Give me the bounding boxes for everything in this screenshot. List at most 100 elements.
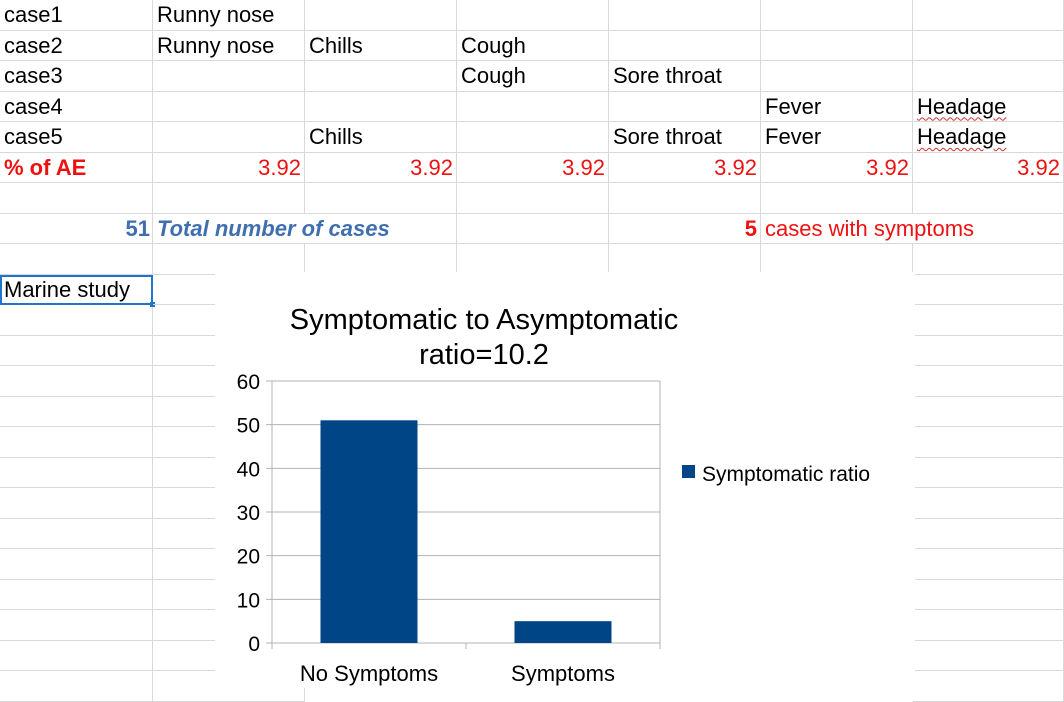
empty-cell[interactable] bbox=[609, 244, 761, 275]
cell-symptom[interactable] bbox=[305, 0, 457, 31]
empty-cell[interactable] bbox=[0, 396, 153, 427]
empty-cell[interactable] bbox=[0, 488, 153, 519]
empty-cell[interactable] bbox=[457, 213, 609, 244]
cell-symptom[interactable] bbox=[457, 0, 609, 31]
cell-case-label[interactable]: case5 bbox=[0, 122, 153, 153]
empty-cell[interactable] bbox=[305, 244, 457, 275]
empty-cell[interactable] bbox=[0, 457, 153, 488]
empty-cell[interactable] bbox=[457, 183, 609, 214]
cell-symptom[interactable]: Chills bbox=[305, 30, 457, 61]
y-tick-label: 20 bbox=[237, 546, 260, 569]
chart-axes bbox=[271, 381, 661, 649]
empty-cell[interactable] bbox=[0, 640, 153, 671]
cell-symptom[interactable]: Runny nose bbox=[153, 0, 305, 31]
cell-symptom[interactable] bbox=[761, 0, 913, 31]
cell-symptom[interactable] bbox=[609, 91, 761, 122]
empty-cell[interactable] bbox=[913, 549, 1064, 580]
cell-symptom[interactable] bbox=[609, 0, 761, 31]
cell-symptom[interactable] bbox=[761, 61, 913, 92]
empty-cell[interactable] bbox=[913, 457, 1064, 488]
empty-cell[interactable] bbox=[913, 518, 1064, 549]
cell-symptom[interactable]: Cough bbox=[457, 61, 609, 92]
empty-cell[interactable] bbox=[0, 244, 153, 275]
ae-percent-value[interactable]: 3.92 bbox=[913, 152, 1064, 183]
cell-symptom[interactable] bbox=[913, 61, 1064, 92]
cell-symptom[interactable]: Headage bbox=[913, 91, 1064, 122]
cell-symptom[interactable]: Sore throat bbox=[609, 122, 761, 153]
chart-title-line-1: Symptomatic to Asymptomatic bbox=[290, 304, 678, 336]
ae-percent-value[interactable]: 3.92 bbox=[457, 152, 609, 183]
cell-symptom[interactable] bbox=[305, 91, 457, 122]
cell-symptom[interactable]: Cough bbox=[457, 30, 609, 61]
cell-symptom[interactable]: Fever bbox=[761, 91, 913, 122]
empty-cell[interactable] bbox=[761, 244, 913, 275]
chart-legend: Symptomatic ratio bbox=[682, 463, 870, 486]
empty-cell[interactable] bbox=[0, 518, 153, 549]
cell-case-label[interactable]: case1 bbox=[0, 0, 153, 31]
cell-case-label[interactable]: case4 bbox=[0, 91, 153, 122]
empty-cell[interactable] bbox=[0, 183, 153, 214]
ae-row-label[interactable]: % of AE bbox=[0, 152, 153, 183]
cell-symptom[interactable]: Sore throat bbox=[609, 61, 761, 92]
cell-symptom[interactable] bbox=[153, 61, 305, 92]
empty-cell[interactable] bbox=[0, 335, 153, 366]
ae-percent-value[interactable]: 3.92 bbox=[305, 152, 457, 183]
cell-symptom[interactable] bbox=[609, 30, 761, 61]
fill-handle[interactable] bbox=[150, 302, 155, 307]
total-cases-count[interactable]: 51 bbox=[0, 214, 153, 244]
empty-cell[interactable] bbox=[457, 244, 609, 275]
cell-symptom[interactable] bbox=[153, 122, 305, 153]
empty-cell[interactable] bbox=[913, 427, 1064, 458]
empty-cell[interactable] bbox=[153, 244, 305, 275]
empty-cell[interactable] bbox=[0, 610, 153, 641]
cell-symptom[interactable] bbox=[305, 61, 457, 92]
cell-symptom[interactable] bbox=[913, 0, 1064, 31]
empty-cell[interactable] bbox=[913, 244, 1064, 275]
empty-cell[interactable] bbox=[913, 396, 1064, 427]
empty-cell[interactable] bbox=[0, 579, 153, 610]
bar-chart[interactable]: Symptomatic to Asymptomatic ratio=10.2 0… bbox=[215, 272, 915, 688]
total-cases-label[interactable]: Total number of cases bbox=[153, 213, 457, 244]
symptom-cases-label[interactable]: cases with symptoms bbox=[761, 213, 1064, 244]
empty-cell[interactable] bbox=[913, 488, 1064, 519]
empty-cell[interactable] bbox=[913, 305, 1064, 336]
y-tick-label: 10 bbox=[237, 589, 260, 612]
empty-cell[interactable] bbox=[0, 366, 153, 397]
empty-cell[interactable] bbox=[913, 366, 1064, 397]
cell-case-label[interactable]: case3 bbox=[0, 61, 153, 92]
empty-cell[interactable] bbox=[305, 183, 457, 214]
empty-cell[interactable] bbox=[913, 335, 1064, 366]
empty-cell[interactable] bbox=[761, 183, 913, 214]
cell-symptom[interactable]: Headage bbox=[913, 122, 1064, 153]
empty-cell[interactable] bbox=[913, 671, 1064, 702]
table-row: case4 Fever Headage bbox=[0, 91, 1064, 122]
ae-percent-value[interactable]: 3.92 bbox=[153, 152, 305, 183]
empty-cell[interactable] bbox=[0, 671, 153, 702]
symptom-cases-count[interactable]: 5 bbox=[609, 213, 761, 244]
ae-percent-value[interactable]: 3.92 bbox=[761, 152, 913, 183]
cell-symptom[interactable]: Chills bbox=[305, 122, 457, 153]
ae-percent-value[interactable]: 3.92 bbox=[609, 152, 761, 183]
cell-symptom[interactable] bbox=[153, 91, 305, 122]
empty-cell[interactable] bbox=[913, 274, 1064, 305]
cell-symptom[interactable] bbox=[761, 30, 913, 61]
ae-row-label-text: % of AE bbox=[4, 154, 87, 180]
cell-symptom[interactable] bbox=[913, 30, 1064, 61]
table-row: Marine study bbox=[0, 274, 1064, 307]
cell-symptom[interactable] bbox=[457, 122, 609, 153]
empty-cell[interactable] bbox=[0, 549, 153, 580]
cell-case-label[interactable]: case2 bbox=[0, 30, 153, 61]
empty-cell[interactable] bbox=[0, 305, 153, 336]
empty-row bbox=[0, 183, 1064, 214]
empty-cell[interactable] bbox=[0, 427, 153, 458]
cell-symptom[interactable]: Runny nose bbox=[153, 30, 305, 61]
cell-symptom[interactable]: Fever bbox=[761, 122, 913, 153]
empty-cell[interactable] bbox=[913, 610, 1064, 641]
cell-symptom[interactable] bbox=[457, 91, 609, 122]
empty-cell[interactable] bbox=[913, 640, 1064, 671]
empty-cell[interactable] bbox=[153, 183, 305, 214]
selected-cell[interactable]: Marine study bbox=[0, 274, 155, 307]
empty-cell[interactable] bbox=[609, 183, 761, 214]
empty-cell[interactable] bbox=[913, 579, 1064, 610]
empty-cell[interactable] bbox=[913, 183, 1064, 214]
